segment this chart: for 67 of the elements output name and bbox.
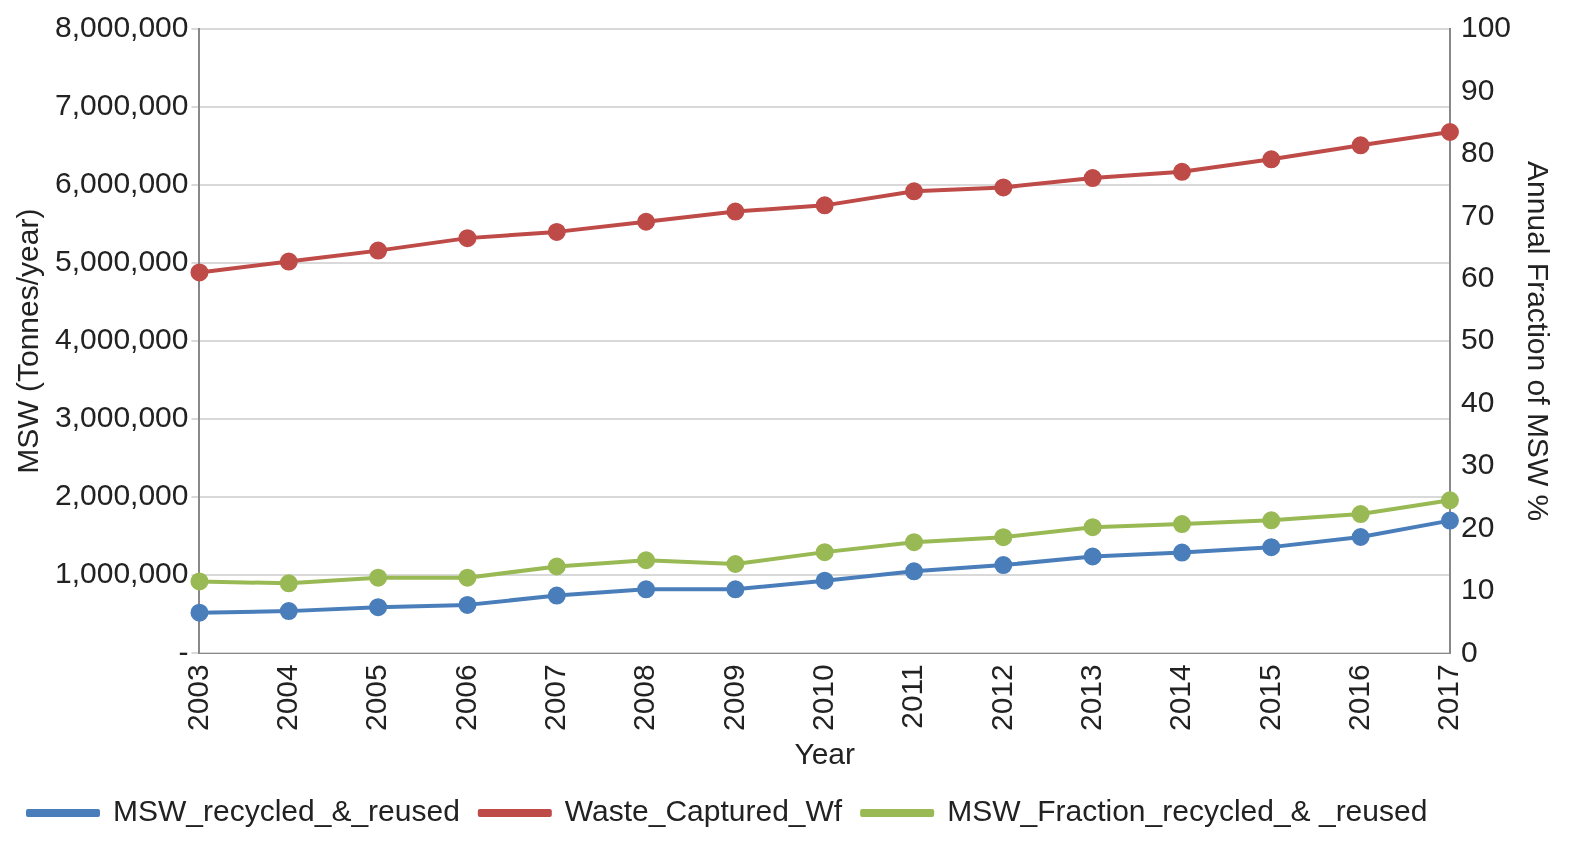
x-tick-label: 2006: [448, 664, 482, 732]
y2-tick-label: 30: [1460, 447, 1495, 481]
point: [547, 222, 566, 241]
x-tick-label: 2011: [895, 664, 929, 729]
x-axis-title: Year: [794, 737, 856, 771]
x-tick-label: 2016: [1341, 664, 1375, 732]
y2-tick-label: 20: [1460, 509, 1495, 543]
y2-tick-label: 90: [1460, 72, 1495, 106]
y2-tick-label: 40: [1460, 384, 1495, 418]
y2-tick-label: 100: [1460, 10, 1512, 44]
point: [1351, 527, 1370, 546]
point: [905, 182, 924, 201]
y-tick-label: 7,000,000: [54, 88, 189, 122]
y-tick-label: 2,000,000: [54, 478, 189, 512]
point: [637, 580, 656, 599]
point: [815, 571, 834, 590]
point: [369, 241, 388, 260]
x-tick-label: 2007: [538, 664, 572, 732]
point: [1083, 169, 1102, 188]
x-tick-label: 2015: [1252, 664, 1286, 732]
y-tick-label: 5,000,000: [54, 244, 189, 278]
y2-tick-label: 80: [1460, 135, 1495, 169]
point: [726, 202, 745, 221]
point: [1083, 547, 1102, 566]
legend-label: MSW_Fraction_recycled_& _reused: [947, 794, 1428, 828]
point: [637, 212, 656, 231]
x-tick-label: 2005: [359, 664, 393, 732]
x-tick-label: 2014: [1163, 664, 1197, 732]
point: [994, 556, 1013, 575]
y2-tick-label: 10: [1460, 572, 1495, 606]
point: [1351, 136, 1370, 155]
point: [1172, 543, 1191, 562]
point: [279, 602, 298, 621]
point: [905, 562, 924, 581]
point: [1262, 150, 1281, 169]
point: [1262, 538, 1281, 557]
x-tick-label: 2013: [1073, 664, 1107, 732]
legend-label: MSW_recycled_&_reused: [113, 794, 460, 828]
x-tick-label: 2008: [627, 664, 661, 732]
point: [458, 595, 477, 614]
x-tick-label: 2010: [805, 664, 839, 732]
x-tick-label: 2004: [270, 664, 304, 732]
y2-tick-label: 70: [1460, 197, 1495, 231]
y2-tick-label: 60: [1460, 259, 1495, 293]
y-axis-title: MSW (Tonnes/year): [11, 208, 45, 474]
point: [1440, 511, 1459, 530]
y-tick-label: 3,000,000: [54, 400, 189, 434]
y-tick-label: 8,000,000: [54, 10, 189, 44]
point: [1440, 123, 1459, 141]
legend-label: Waste_Captured_Wf: [564, 794, 843, 828]
point: [994, 178, 1013, 197]
point: [815, 196, 834, 215]
point: [190, 603, 209, 622]
point: [726, 580, 745, 599]
point: [1172, 162, 1191, 181]
y2-axis-title: Annual Fraction of MSW %: [1521, 161, 1555, 522]
x-tick-label: 2009: [716, 664, 750, 732]
x-tick-label: 2012: [984, 664, 1018, 732]
y-tick-label: 1,000,000: [54, 556, 189, 590]
y-tick-label: 6,000,000: [54, 166, 189, 200]
y2-tick-label: 50: [1460, 322, 1495, 356]
point: [190, 263, 209, 282]
point: [369, 598, 388, 617]
y-tick-label: 4,000,000: [54, 322, 189, 356]
point: [547, 586, 566, 605]
point: [458, 229, 477, 248]
point: [279, 252, 298, 271]
